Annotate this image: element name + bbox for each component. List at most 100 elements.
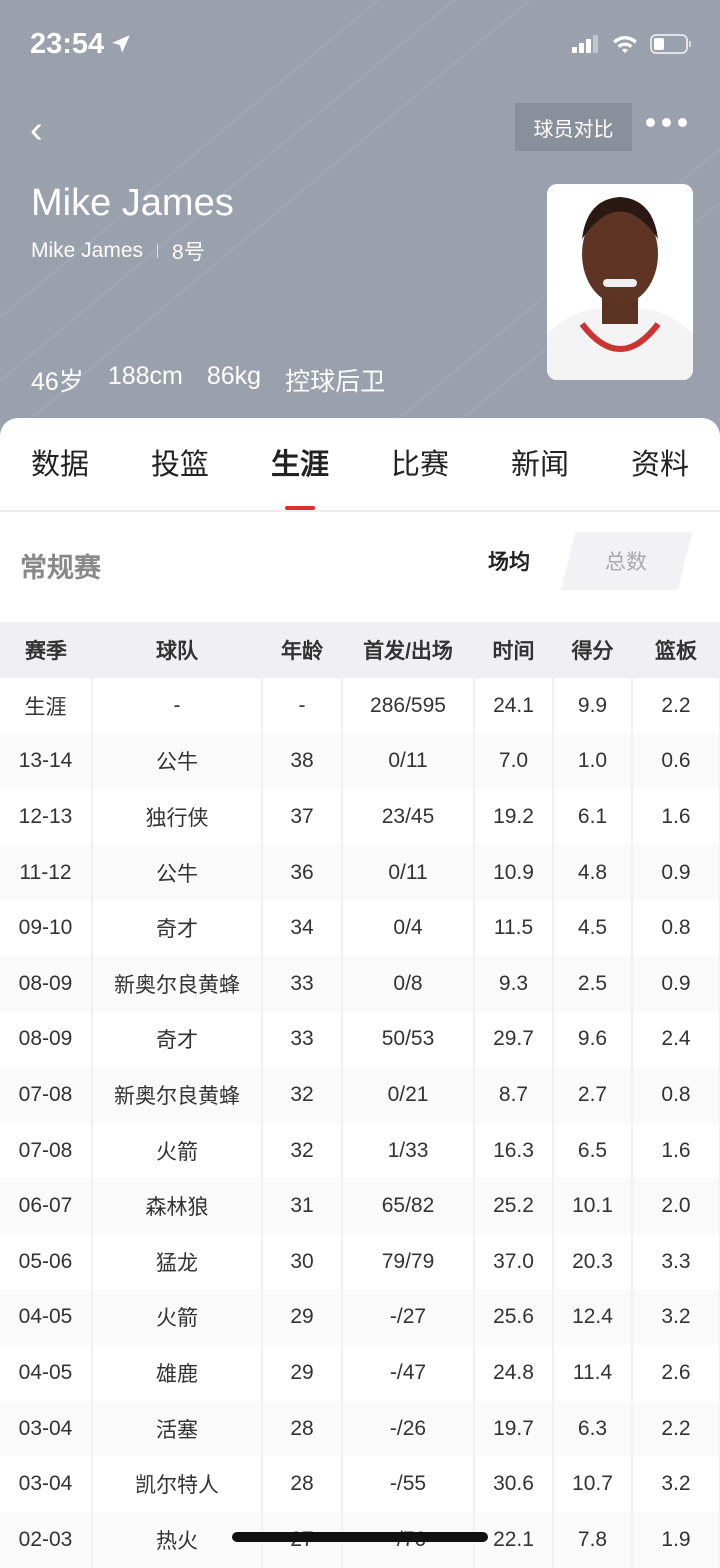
table-cell: 50/53 <box>342 1011 475 1068</box>
table-cell: 12.4 <box>553 1289 633 1346</box>
table-cell: 森林狼 <box>92 1178 263 1234</box>
table-cell: 2.6 <box>632 1345 720 1401</box>
table-cell: 03-04 <box>0 1456 93 1512</box>
back-button[interactable]: ‹ <box>30 109 43 151</box>
tab-stats[interactable]: 数据 <box>30 449 89 481</box>
table-cell: 7.0 <box>474 733 554 790</box>
player-photo <box>547 184 693 380</box>
column-header: 球队 <box>92 622 262 678</box>
table-cell: 1.9 <box>632 1511 720 1568</box>
table-cell: 19.7 <box>474 1400 554 1457</box>
table-cell: 新奥尔良黄蜂 <box>92 1067 263 1123</box>
table-cell: 2.5 <box>553 955 633 1012</box>
table-cell: 79/79 <box>342 1233 475 1290</box>
toggle-per-game[interactable]: 场均 <box>442 532 575 590</box>
table-cell: 32 <box>262 1122 343 1179</box>
table-cell: 0.8 <box>632 1067 720 1123</box>
table-row[interactable]: 06-07 森林狼 31 65/82 25.2 10.1 2.0 <box>0 1178 720 1234</box>
table-cell: 34 <box>262 900 343 956</box>
tab-career[interactable]: 生涯 <box>240 418 360 510</box>
table-row[interactable]: 03-04 凯尔特人 28 -/55 30.6 10.7 3.2 <box>0 1456 720 1512</box>
table-cell: 03-04 <box>0 1400 93 1457</box>
table-cell: 8.7 <box>474 1067 554 1123</box>
table-cell: 10.7 <box>553 1456 633 1512</box>
table-cell: 20.3 <box>553 1233 633 1290</box>
tab-news[interactable]: 新闻 <box>510 449 569 481</box>
table-cell: 0/8 <box>342 955 475 1012</box>
table-row[interactable]: 07-08 新奥尔良黄蜂 32 0/21 8.7 2.7 0.8 <box>0 1067 720 1123</box>
table-cell: 0/4 <box>342 900 475 956</box>
table-row[interactable]: 03-04 活塞 28 -/26 19.7 6.3 2.2 <box>0 1400 720 1457</box>
table-cell: 奇才 <box>92 900 263 956</box>
home-indicator[interactable] <box>232 1532 488 1542</box>
table-row[interactable]: 05-06 猛龙 30 79/79 37.0 20.3 3.3 <box>0 1233 720 1290</box>
table-cell: - <box>262 678 343 734</box>
toggle-total[interactable]: 总数 <box>605 551 648 574</box>
table-cell: 04-05 <box>0 1345 93 1401</box>
table-cell: 公牛 <box>92 844 263 901</box>
table-cell: 30.6 <box>474 1456 554 1512</box>
table-row[interactable]: 生涯 - -286/595 24.1 9.9 2.2 <box>0 678 720 734</box>
signal-icon <box>572 35 598 53</box>
table-cell: 4.8 <box>553 844 633 901</box>
table-row[interactable]: 08-09 奇才 33 50/53 29.7 9.6 2.4 <box>0 1011 720 1068</box>
tab-games[interactable]: 比赛 <box>390 449 449 481</box>
table-cell: 2.0 <box>632 1178 720 1234</box>
table-cell: 04-05 <box>0 1289 93 1346</box>
table-cell: 1.0 <box>553 733 633 790</box>
english-name: Mike James <box>31 239 144 262</box>
table-cell: 28 <box>262 1456 343 1512</box>
clock: 23:54 <box>30 27 105 60</box>
table-cell: 0.6 <box>632 733 720 790</box>
table-row[interactable]: 07-08 火箭 32 1/33 16.3 6.5 1.6 <box>0 1122 720 1179</box>
table-cell: 1.6 <box>632 1122 720 1179</box>
table-cell: 新奥尔良黄蜂 <box>92 955 263 1012</box>
column-header: 篮板 <box>632 622 720 678</box>
table-cell: 0.9 <box>632 955 720 1012</box>
table-cell: 33 <box>262 955 343 1012</box>
table-cell: 65/82 <box>342 1178 475 1234</box>
table-cell: - <box>92 678 263 734</box>
table-cell: 3.3 <box>632 1233 720 1290</box>
table-cell: 公牛 <box>92 733 263 790</box>
table-cell: -/55 <box>342 1456 475 1512</box>
more-options-button[interactable] <box>646 118 687 127</box>
table-cell: 12-13 <box>0 789 93 845</box>
table-row[interactable]: 04-05 雄鹿 29 -/47 24.8 11.4 2.6 <box>0 1345 720 1401</box>
table-cell: 7.8 <box>553 1511 633 1568</box>
table-cell: 1/33 <box>342 1122 475 1179</box>
table-cell: 08-09 <box>0 955 93 1012</box>
tab-shooting[interactable]: 投篮 <box>150 449 209 481</box>
table-cell: 11-12 <box>0 844 93 901</box>
table-cell: 奇才 <box>92 1011 263 1068</box>
table-cell: 猛龙 <box>92 1233 263 1290</box>
status-bar: 23:54 <box>30 26 692 62</box>
table-row[interactable]: 11-12 公牛 36 0/11 10.9 4.8 0.9 <box>0 844 720 901</box>
table-cell: 火箭 <box>92 1289 263 1346</box>
player-compare-button[interactable]: 球员对比 <box>515 103 632 151</box>
table-cell: 29 <box>262 1345 343 1401</box>
table-cell: 6.5 <box>553 1122 633 1179</box>
tab-profile[interactable]: 资料 <box>630 449 689 481</box>
table-cell: 4.5 <box>553 900 633 956</box>
table-row[interactable]: 12-13 独行侠 37 23/45 19.2 6.1 1.6 <box>0 789 720 845</box>
column-header: 得分 <box>553 622 632 678</box>
table-cell: 活塞 <box>92 1400 263 1457</box>
column-header: 首发/出场 <box>342 622 474 678</box>
table-cell: 9.9 <box>553 678 633 734</box>
column-header: 时间 <box>474 622 553 678</box>
table-cell: 38 <box>262 733 343 790</box>
table-cell: 31 <box>262 1178 343 1234</box>
table-cell: 6.3 <box>553 1400 633 1457</box>
table-cell: 24.8 <box>474 1345 554 1401</box>
table-row[interactable]: 13-14 公牛 38 0/11 7.0 1.0 0.6 <box>0 733 720 790</box>
table-row[interactable]: 09-10 奇才 34 0/4 11.5 4.5 0.8 <box>0 900 720 956</box>
table-cell: 9.6 <box>553 1011 633 1068</box>
location-icon <box>112 35 130 53</box>
position: 控球后卫 <box>285 368 386 396</box>
table-row[interactable]: 04-05 火箭 29 -/27 25.6 12.4 3.2 <box>0 1289 720 1346</box>
table-row[interactable]: 08-09 新奥尔良黄蜂 33 0/8 9.3 2.5 0.9 <box>0 955 720 1012</box>
column-header: 赛季 <box>0 622 92 678</box>
table-cell: 08-09 <box>0 1011 93 1068</box>
table-cell: 0/21 <box>342 1067 475 1123</box>
